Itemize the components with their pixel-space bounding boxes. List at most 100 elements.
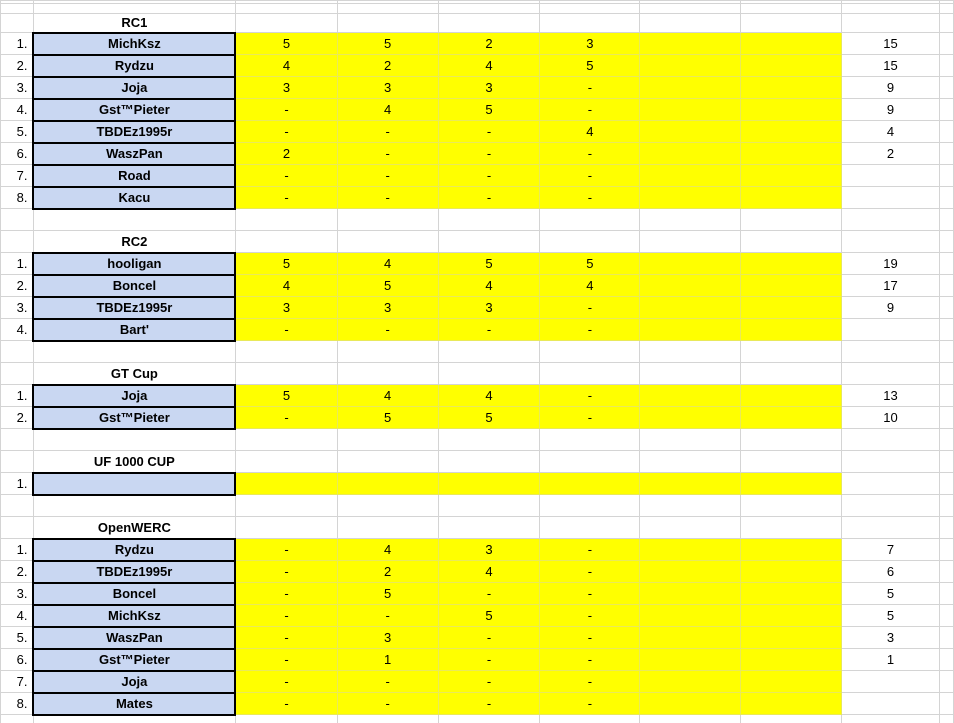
score-cell[interactable]: 4 bbox=[539, 274, 641, 297]
score-cell[interactable] bbox=[639, 384, 742, 407]
score-cell[interactable] bbox=[740, 538, 843, 561]
empty-cell[interactable] bbox=[336, 230, 439, 253]
empty-cell[interactable] bbox=[336, 208, 439, 231]
score-cell[interactable]: 3 bbox=[539, 32, 641, 55]
empty-cell[interactable] bbox=[437, 362, 541, 385]
empty-cell[interactable] bbox=[234, 340, 338, 363]
empty-cell[interactable] bbox=[437, 3, 541, 14]
empty-cell[interactable] bbox=[539, 208, 641, 231]
score-cell[interactable]: - bbox=[437, 626, 541, 649]
rank-cell[interactable]: 3. bbox=[0, 582, 34, 605]
empty-cell[interactable] bbox=[234, 3, 338, 14]
empty-cell[interactable] bbox=[938, 296, 954, 319]
score-cell[interactable] bbox=[740, 142, 843, 165]
empty-cell[interactable] bbox=[437, 714, 541, 723]
empty-cell[interactable] bbox=[336, 494, 439, 517]
score-cell[interactable] bbox=[639, 274, 742, 297]
score-cell[interactable] bbox=[234, 472, 338, 495]
rank-cell[interactable]: 1. bbox=[0, 384, 34, 407]
empty-cell[interactable] bbox=[841, 230, 940, 253]
section-title-cell[interactable]: UF 1000 CUP bbox=[32, 450, 236, 473]
score-cell[interactable]: 2 bbox=[437, 32, 541, 55]
name-cell[interactable]: Boncel bbox=[32, 581, 237, 606]
name-cell[interactable]: Joja bbox=[32, 669, 237, 694]
score-cell[interactable]: - bbox=[234, 406, 338, 429]
score-cell[interactable]: 3 bbox=[234, 76, 338, 99]
score-cell[interactable]: - bbox=[539, 538, 641, 561]
score-cell[interactable] bbox=[639, 164, 742, 187]
total-cell[interactable]: 15 bbox=[841, 54, 940, 77]
empty-cell[interactable] bbox=[0, 230, 34, 253]
score-cell[interactable] bbox=[639, 32, 742, 55]
empty-cell[interactable] bbox=[938, 252, 954, 275]
score-cell[interactable] bbox=[740, 648, 843, 671]
empty-cell[interactable] bbox=[938, 472, 954, 495]
total-cell[interactable]: 4 bbox=[841, 120, 940, 143]
empty-cell[interactable] bbox=[234, 208, 338, 231]
score-cell[interactable] bbox=[437, 472, 541, 495]
score-cell[interactable]: 3 bbox=[336, 76, 439, 99]
total-cell[interactable] bbox=[841, 318, 940, 341]
empty-cell[interactable] bbox=[234, 494, 338, 517]
name-cell[interactable]: Gst™Pieter bbox=[32, 647, 237, 672]
score-cell[interactable]: - bbox=[437, 692, 541, 715]
total-cell[interactable]: 9 bbox=[841, 98, 940, 121]
total-cell[interactable]: 2 bbox=[841, 142, 940, 165]
empty-cell[interactable] bbox=[0, 516, 34, 539]
empty-cell[interactable] bbox=[938, 582, 954, 605]
empty-cell[interactable] bbox=[938, 3, 954, 14]
empty-cell[interactable] bbox=[841, 13, 940, 33]
total-cell[interactable]: 9 bbox=[841, 76, 940, 99]
empty-cell[interactable] bbox=[437, 450, 541, 473]
empty-cell[interactable] bbox=[938, 648, 954, 671]
name-cell[interactable]: Bart' bbox=[32, 317, 237, 342]
score-cell[interactable]: - bbox=[234, 560, 338, 583]
name-cell[interactable]: Joja bbox=[32, 383, 237, 408]
score-cell[interactable] bbox=[639, 582, 742, 605]
score-cell[interactable]: 5 bbox=[437, 406, 541, 429]
score-cell[interactable]: 5 bbox=[234, 384, 338, 407]
empty-cell[interactable] bbox=[938, 516, 954, 539]
score-cell[interactable]: - bbox=[437, 164, 541, 187]
empty-cell[interactable] bbox=[938, 626, 954, 649]
score-cell[interactable]: - bbox=[539, 164, 641, 187]
empty-cell[interactable] bbox=[539, 516, 641, 539]
empty-cell[interactable] bbox=[639, 714, 742, 723]
empty-cell[interactable] bbox=[234, 230, 338, 253]
name-cell[interactable]: Road bbox=[32, 163, 237, 188]
score-cell[interactable]: - bbox=[539, 76, 641, 99]
empty-cell[interactable] bbox=[234, 428, 338, 451]
score-cell[interactable]: 4 bbox=[336, 98, 439, 121]
score-cell[interactable]: 2 bbox=[234, 142, 338, 165]
empty-cell[interactable] bbox=[938, 670, 954, 693]
empty-cell[interactable] bbox=[234, 714, 338, 723]
empty-cell[interactable] bbox=[740, 494, 843, 517]
empty-cell[interactable] bbox=[938, 604, 954, 627]
score-cell[interactable] bbox=[740, 406, 843, 429]
score-cell[interactable]: 3 bbox=[437, 76, 541, 99]
total-cell[interactable]: 3 bbox=[841, 626, 940, 649]
empty-cell[interactable] bbox=[336, 714, 439, 723]
total-cell[interactable]: 6 bbox=[841, 560, 940, 583]
empty-cell[interactable] bbox=[539, 494, 641, 517]
score-cell[interactable]: - bbox=[539, 582, 641, 605]
total-cell[interactable]: 10 bbox=[841, 406, 940, 429]
rank-cell[interactable]: 3. bbox=[0, 76, 34, 99]
score-cell[interactable]: 4 bbox=[437, 274, 541, 297]
score-cell[interactable]: 5 bbox=[336, 32, 439, 55]
empty-cell[interactable] bbox=[234, 362, 338, 385]
score-cell[interactable]: 5 bbox=[539, 252, 641, 275]
empty-cell[interactable] bbox=[938, 318, 954, 341]
total-cell[interactable]: 9 bbox=[841, 296, 940, 319]
score-cell[interactable] bbox=[639, 472, 742, 495]
score-cell[interactable]: 5 bbox=[336, 582, 439, 605]
score-cell[interactable] bbox=[639, 538, 742, 561]
section-title-cell[interactable]: GT Cup bbox=[32, 362, 236, 385]
rank-cell[interactable]: 6. bbox=[0, 142, 34, 165]
empty-cell[interactable] bbox=[938, 692, 954, 715]
score-cell[interactable]: - bbox=[437, 142, 541, 165]
empty-cell[interactable] bbox=[639, 494, 742, 517]
score-cell[interactable]: 4 bbox=[437, 560, 541, 583]
score-cell[interactable]: - bbox=[234, 120, 338, 143]
rank-cell[interactable]: 1. bbox=[0, 252, 34, 275]
